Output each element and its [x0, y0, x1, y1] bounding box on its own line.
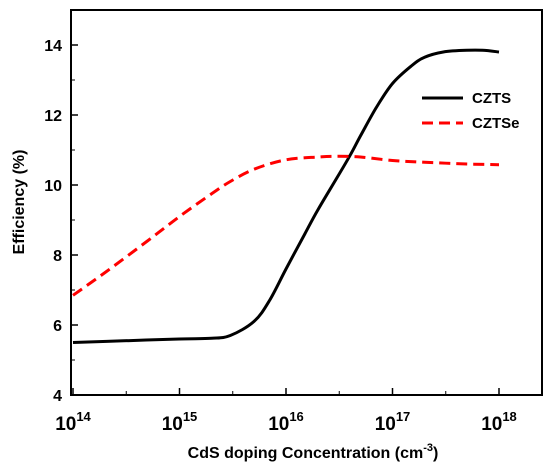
- x-tick-label-17: 1017: [375, 409, 411, 435]
- x-tick-label-18: 1018: [481, 409, 517, 435]
- series-line-czts: [72, 48, 500, 344]
- y-tick-label-14: 14: [44, 38, 62, 55]
- x-axis-title-main: CdS doping Concentration (cm: [188, 445, 424, 462]
- x-tick-label-16: 1016: [268, 409, 304, 435]
- x-tick-exponent: 18: [502, 409, 516, 424]
- y-tick-label-4: 4: [53, 388, 62, 405]
- x-tick-exponent: 17: [396, 409, 410, 424]
- x-tick-base: 10: [162, 414, 183, 435]
- series-layer: [72, 48, 500, 344]
- x-axis-title-superscript: -3: [423, 442, 433, 454]
- y-tick-label-6: 6: [53, 318, 62, 335]
- legend-label-cztse: CZTSe: [472, 115, 520, 132]
- y-tick-label-10: 10: [44, 178, 62, 195]
- legend-label-czts: CZTS: [472, 90, 511, 107]
- x-tick-label-15: 1015: [162, 409, 198, 435]
- y-axis-title: Efficiency (%): [11, 150, 28, 255]
- legend: CZTS CZTSe: [422, 90, 520, 132]
- x-tick-exponent: 14: [76, 409, 91, 424]
- plot-frame: [70, 9, 543, 396]
- series-line-cztse: [72, 154, 500, 297]
- x-tick-exponent: 16: [289, 409, 303, 424]
- x-tick-base: 10: [55, 414, 76, 435]
- x-axis-title-close: ): [433, 445, 438, 462]
- y-tick-label-12: 12: [44, 108, 62, 125]
- x-tick-base: 10: [268, 414, 289, 435]
- x-axis-title: CdS doping Concentration (cm-3): [188, 442, 439, 462]
- x-tick-base: 10: [375, 414, 396, 435]
- x-tick-base: 10: [481, 414, 502, 435]
- plot-area: [70, 9, 543, 396]
- x-tick-exponent: 15: [183, 409, 197, 424]
- y-tick-label-8: 8: [53, 248, 62, 265]
- x-tick-label-14: 1014: [55, 409, 91, 435]
